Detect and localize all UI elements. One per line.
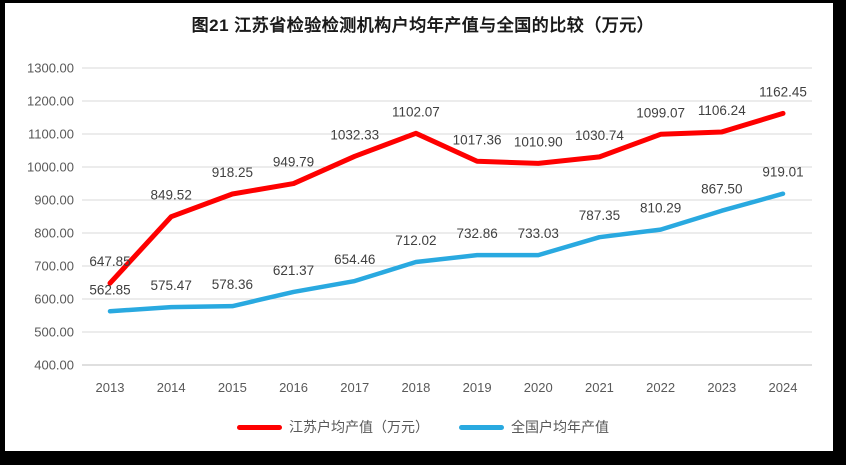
x-axis-tick-label: 2013: [96, 380, 125, 395]
data-label: 1017.36: [453, 132, 502, 147]
chart-title: 图21 江苏省检验检测机构户均年产值与全国的比较（万元）: [191, 16, 655, 35]
data-label: 654.46: [334, 252, 375, 267]
data-label: 647.85: [89, 254, 130, 269]
data-label: 919.01: [762, 165, 803, 180]
data-label: 732.86: [456, 226, 497, 241]
data-label: 733.03: [518, 226, 559, 241]
y-axis-tick-label: 700.00: [34, 259, 74, 274]
y-axis-tick-label: 1200.00: [27, 94, 74, 109]
x-axis-tick-label: 2020: [524, 380, 553, 395]
x-axis-tick-label: 2018: [401, 380, 430, 395]
data-label: 1099.07: [636, 105, 685, 120]
data-label: 1010.90: [514, 134, 563, 149]
y-axis-tick-label: 1100.00: [28, 127, 74, 142]
data-label: 949.79: [273, 155, 314, 170]
x-axis-tick-label: 2023: [707, 380, 736, 395]
x-axis-tick-label: 2019: [463, 380, 492, 395]
data-label: 1102.07: [392, 104, 440, 119]
data-label: 578.36: [212, 277, 253, 292]
data-label: 787.35: [579, 208, 620, 223]
x-axis-tick-label: 2021: [585, 380, 614, 395]
data-label: 1162.45: [759, 84, 807, 99]
data-label: 575.47: [151, 278, 192, 293]
y-axis-tick-label: 1300.00: [27, 61, 74, 76]
y-axis-tick-label: 800.00: [34, 226, 74, 241]
data-label: 562.85: [89, 282, 130, 297]
data-label: 810.29: [640, 201, 681, 216]
legend: 江苏户均产值（万元） 全国户均年产值: [0, 417, 846, 437]
data-label: 849.52: [151, 188, 192, 203]
y-axis-tick-label: 600.00: [34, 292, 74, 307]
x-axis-tick-label: 2015: [218, 380, 247, 395]
legend-label-jiangsu: 江苏户均产值（万元）: [289, 419, 429, 435]
x-axis-tick-label: 2014: [157, 380, 186, 395]
y-axis-tick-label: 900.00: [34, 193, 74, 208]
y-axis-tick-label: 400.00: [34, 358, 74, 373]
x-axis-tick-label: 2017: [340, 380, 369, 395]
jiangsu-series-swatch: [237, 424, 282, 430]
data-label: 1032.33: [330, 127, 379, 142]
legend-item-jiangsu: 江苏户均产值（万元）: [237, 417, 429, 437]
data-label: 621.37: [273, 263, 314, 278]
data-label: 1106.24: [698, 103, 746, 118]
data-label: 1030.74: [575, 128, 624, 143]
x-axis-tick-label: 2016: [279, 380, 308, 395]
series-line-0: [107, 110, 786, 286]
data-label: 867.50: [701, 182, 742, 197]
x-axis-tick-label: 2024: [769, 380, 798, 395]
y-axis-tick-label: 500.00: [34, 325, 74, 340]
series-line-1: [107, 191, 786, 314]
y-axis-tick-label: 1000.00: [27, 160, 74, 175]
legend-label-national: 全国户均年产值: [511, 419, 609, 435]
x-axis-tick-label: 2022: [646, 380, 675, 395]
legend-item-national: 全国户均年产值: [459, 417, 609, 437]
data-label: 712.02: [395, 233, 436, 248]
data-label: 918.25: [212, 165, 253, 180]
national-series-swatch: [459, 424, 504, 430]
